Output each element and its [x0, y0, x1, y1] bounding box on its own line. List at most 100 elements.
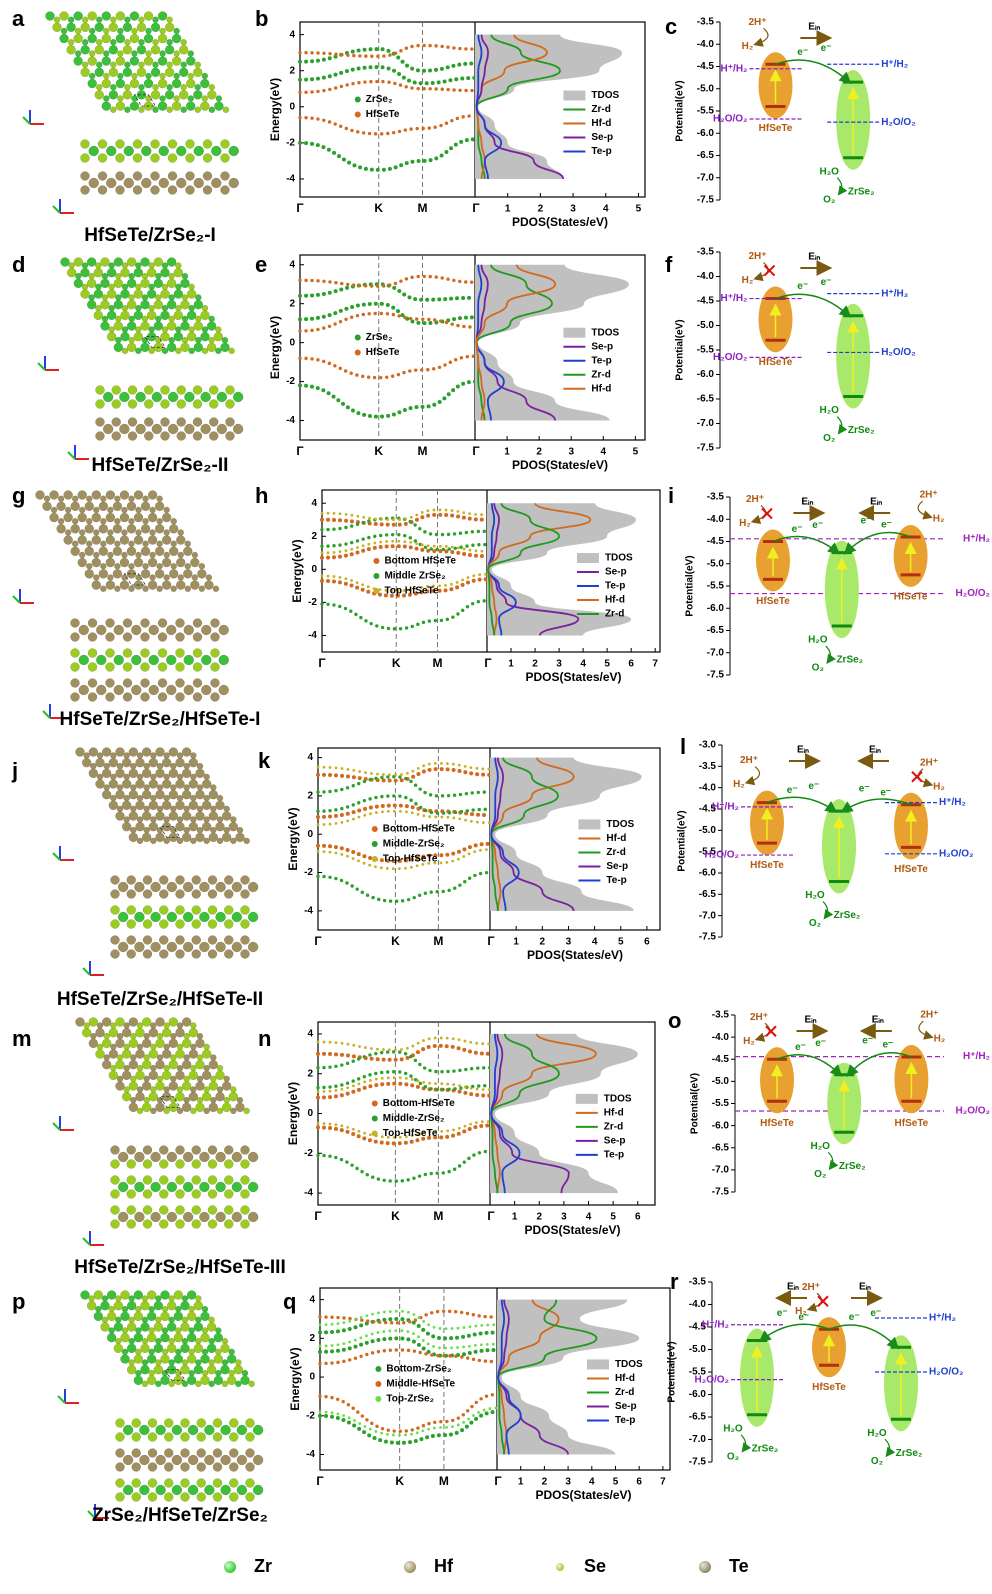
atom	[201, 821, 212, 832]
atom	[103, 95, 110, 102]
k-point-label: Γ	[316, 1474, 324, 1488]
y-tick-label: -5.0	[697, 320, 715, 331]
atom	[131, 654, 142, 666]
legend-label: TDOS	[606, 819, 634, 830]
atom	[215, 1181, 226, 1193]
legend-swatch	[563, 327, 586, 338]
atom	[93, 1311, 104, 1322]
atom	[126, 278, 137, 289]
atom	[188, 779, 199, 789]
material-name: ZrSe₂	[848, 425, 875, 436]
atom	[199, 1151, 210, 1163]
atom	[228, 1369, 235, 1377]
atom	[229, 1418, 239, 1428]
atom	[223, 1075, 230, 1083]
panel-letter: r	[670, 1269, 679, 1294]
atom	[216, 794, 224, 802]
redox-label: H₂O/O₂	[881, 117, 915, 128]
band-line	[318, 1348, 499, 1366]
atom	[143, 805, 150, 813]
atom	[181, 1038, 192, 1049]
k-point-label: Γ	[314, 934, 322, 948]
atom	[110, 875, 120, 885]
y-tick-label: -7.5	[689, 1457, 707, 1468]
atom	[119, 423, 130, 435]
atom	[164, 22, 175, 33]
atom	[135, 391, 146, 403]
atom	[122, 648, 133, 658]
k-point-label: K	[374, 201, 383, 215]
atom	[147, 1418, 158, 1428]
atom	[84, 501, 95, 512]
band-line	[298, 311, 477, 333]
atom	[216, 1107, 224, 1115]
atom	[168, 1081, 179, 1091]
atom	[163, 816, 170, 823]
atom	[173, 27, 180, 35]
atom	[150, 837, 157, 845]
atom	[103, 1054, 110, 1061]
atom	[115, 1316, 122, 1324]
electron-label: e⁻	[777, 1308, 788, 1319]
atom	[117, 95, 124, 102]
atom	[190, 794, 197, 802]
atom	[122, 67, 133, 78]
atom	[113, 684, 124, 696]
atom	[190, 1064, 197, 1072]
atom	[201, 1091, 212, 1102]
atom	[192, 662, 203, 672]
atom	[166, 342, 177, 353]
atom	[193, 1322, 204, 1332]
atom	[226, 1354, 237, 1364]
atom	[190, 580, 200, 590]
atom	[135, 1348, 142, 1356]
atom	[87, 11, 97, 21]
atom	[150, 1107, 157, 1115]
atom	[103, 72, 110, 80]
band-line	[316, 1120, 492, 1139]
legend-label: Zr-d	[605, 609, 624, 620]
atom	[150, 1022, 157, 1029]
atom	[203, 794, 210, 802]
atom	[95, 283, 102, 291]
atom	[170, 1054, 177, 1061]
atom	[176, 1086, 184, 1093]
atom	[192, 431, 203, 441]
atom	[87, 33, 97, 44]
atom	[152, 84, 159, 91]
k-point-label: K	[391, 1209, 400, 1223]
atom	[153, 1343, 164, 1354]
atom	[130, 784, 137, 791]
atom	[105, 580, 116, 590]
atom	[175, 557, 186, 568]
atom	[142, 875, 153, 885]
atom	[199, 911, 210, 923]
atom	[60, 257, 70, 267]
band-line	[298, 379, 477, 419]
atom	[150, 139, 160, 149]
atom	[113, 624, 124, 636]
legend-label: Top-ZrSe₂	[386, 1394, 434, 1405]
atom	[191, 1175, 201, 1185]
atom	[136, 837, 144, 845]
atom	[161, 262, 169, 269]
k-point-label: Γ	[472, 201, 480, 215]
atom	[140, 278, 150, 289]
atom	[141, 336, 149, 344]
atom	[181, 1337, 189, 1345]
y-tick-label: -3.5	[697, 247, 715, 258]
atom	[114, 495, 121, 502]
atom	[198, 585, 206, 593]
atom	[149, 574, 156, 581]
atom	[100, 299, 110, 310]
atom	[95, 399, 105, 409]
atom	[183, 1032, 190, 1040]
y-tick-label: -3.0	[699, 740, 717, 751]
reactant-label: H₂O	[723, 1423, 743, 1434]
atom	[146, 267, 157, 278]
atom	[207, 1159, 218, 1169]
atom	[161, 1070, 172, 1081]
atom	[191, 1189, 201, 1199]
atom	[150, 171, 160, 181]
